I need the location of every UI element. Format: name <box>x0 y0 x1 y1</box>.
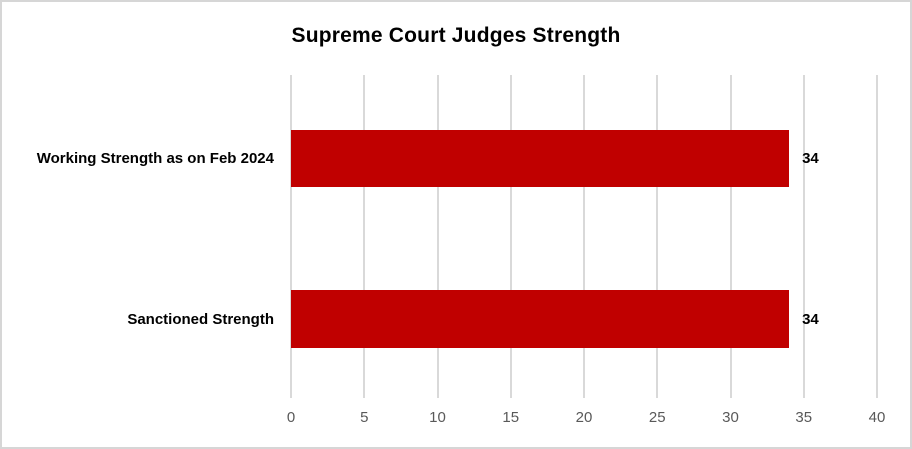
gridline <box>363 75 366 398</box>
x-tick-label: 35 <box>795 409 813 426</box>
gridline <box>290 75 292 398</box>
x-tick-label: 10 <box>429 409 446 426</box>
category-label-sanctioned-strength: Sanctioned Strength <box>127 310 274 328</box>
data-label: 34 <box>802 310 819 328</box>
x-tick-label: 30 <box>722 409 739 426</box>
x-axis: 0 5 10 15 20 25 30 35 40 <box>287 409 886 435</box>
plot-area: 34 34 <box>290 75 878 398</box>
x-tick-label: 15 <box>502 409 520 426</box>
gridline <box>802 75 805 398</box>
bar-row: 34 <box>291 290 877 348</box>
bar-working-strength <box>291 130 790 187</box>
x-tick-label: 0 <box>286 409 296 426</box>
x-tick-label: 20 <box>575 409 593 426</box>
bar-row: 34 <box>291 130 877 187</box>
x-tick-label: 5 <box>360 409 369 426</box>
gridline <box>876 75 878 398</box>
gridline <box>583 75 585 398</box>
gridline <box>656 75 659 398</box>
gridline <box>729 75 732 398</box>
data-label: 34 <box>802 150 819 167</box>
x-tick-label: 25 <box>648 409 666 426</box>
bar-sanctioned-strength <box>291 290 790 348</box>
x-tick-label: 40 <box>868 409 886 426</box>
category-label-working-strength: Working Strength as on Feb 2024 <box>36 150 274 167</box>
chart-title: Supreme Court Judges Strength <box>291 24 621 47</box>
gridline <box>436 75 439 398</box>
gridline <box>509 75 512 398</box>
